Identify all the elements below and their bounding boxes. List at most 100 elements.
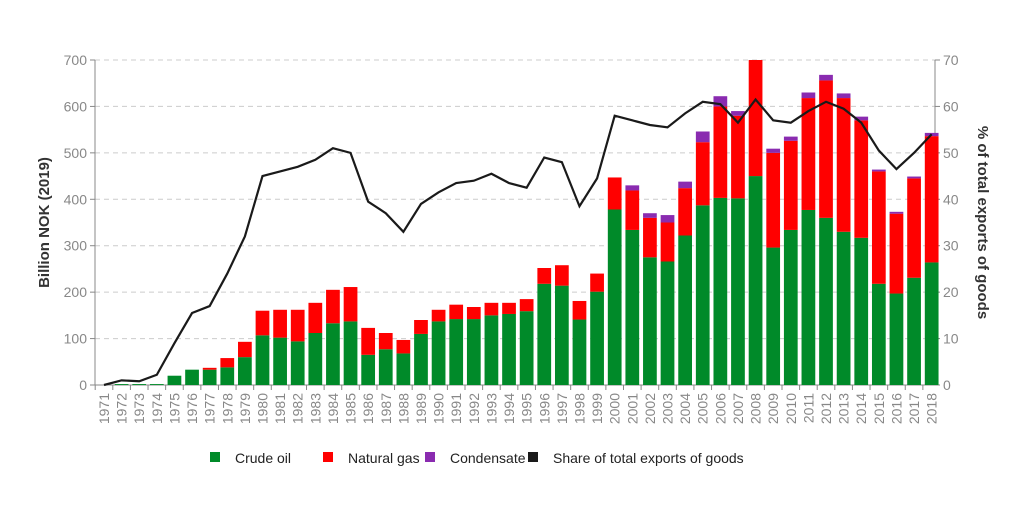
bar-natural-gas bbox=[854, 120, 869, 238]
bar-natural-gas bbox=[502, 302, 516, 314]
left-tick-label: 400 bbox=[64, 191, 88, 207]
bar-crude-oil bbox=[202, 369, 217, 385]
x-tick-label: 1984 bbox=[325, 393, 341, 424]
bar-crude-oil bbox=[431, 321, 446, 385]
bar-condensate bbox=[854, 116, 869, 121]
bar-crude-oil bbox=[660, 261, 675, 385]
bar-crude-oil bbox=[185, 369, 199, 385]
left-tick-label: 300 bbox=[64, 238, 88, 254]
x-tick-label: 1999 bbox=[589, 393, 605, 424]
bar-natural-gas bbox=[889, 213, 904, 294]
bar-natural-gas bbox=[713, 106, 728, 198]
bar-natural-gas bbox=[871, 171, 886, 284]
bar-crude-oil bbox=[378, 349, 393, 385]
bar-natural-gas bbox=[537, 268, 552, 284]
x-tick-label: 1990 bbox=[431, 393, 447, 424]
legend-swatch bbox=[425, 452, 435, 462]
bar-condensate bbox=[695, 131, 710, 143]
bar-condensate bbox=[625, 185, 640, 191]
bar-natural-gas bbox=[466, 307, 481, 320]
bar-natural-gas bbox=[202, 367, 217, 370]
x-tick-label: 1975 bbox=[166, 393, 182, 424]
bar-condensate bbox=[836, 93, 851, 99]
bar-crude-oil bbox=[396, 353, 411, 385]
bar-natural-gas bbox=[907, 178, 921, 278]
bar-natural-gas bbox=[273, 309, 287, 338]
bar-crude-oil bbox=[149, 384, 164, 385]
left-tick-label: 0 bbox=[79, 377, 87, 393]
bar-condensate bbox=[643, 213, 657, 218]
left-tick-label: 100 bbox=[64, 331, 88, 347]
bar-natural-gas bbox=[326, 289, 340, 324]
bar-condensate bbox=[819, 74, 833, 81]
bar-condensate bbox=[907, 176, 921, 179]
bar-natural-gas bbox=[343, 287, 358, 322]
x-tick-label: 1981 bbox=[272, 393, 288, 424]
x-tick-label: 1987 bbox=[378, 393, 394, 424]
x-tick-label: 2001 bbox=[624, 393, 640, 424]
x-tick-label: 1991 bbox=[448, 393, 464, 424]
bar-natural-gas bbox=[378, 333, 393, 350]
bar-natural-gas bbox=[678, 188, 692, 236]
right-tick-label: 60 bbox=[943, 98, 959, 114]
x-tick-label: 1993 bbox=[483, 393, 499, 424]
bar-natural-gas bbox=[748, 60, 763, 177]
x-tick-label: 1976 bbox=[184, 393, 200, 424]
x-tick-label: 2011 bbox=[800, 393, 816, 423]
line-share-of-exports bbox=[103, 97, 933, 387]
bar-crude-oil bbox=[695, 205, 710, 385]
right-tick-label: 70 bbox=[943, 52, 959, 68]
bar-crude-oil bbox=[361, 354, 376, 385]
bar-crude-oil bbox=[572, 319, 587, 385]
x-tick-label: 1972 bbox=[114, 393, 130, 424]
x-tick-label: 1977 bbox=[202, 393, 218, 424]
x-tick-label: 2000 bbox=[607, 393, 623, 424]
x-tick-label: 1988 bbox=[395, 393, 411, 424]
bar-crude-oil bbox=[643, 257, 657, 385]
bar-crude-oil bbox=[590, 291, 604, 385]
x-tick-label: 2010 bbox=[783, 393, 799, 424]
x-tick-label: 2016 bbox=[888, 393, 904, 424]
bar-natural-gas bbox=[731, 115, 745, 199]
x-tick-label: 1978 bbox=[219, 393, 235, 424]
x-tick-label: 2013 bbox=[836, 393, 852, 424]
bar-condensate bbox=[783, 136, 798, 141]
bar-natural-gas bbox=[695, 142, 710, 206]
bar-natural-gas bbox=[484, 302, 499, 316]
bar-natural-gas bbox=[396, 339, 411, 354]
x-tick-label: 1995 bbox=[519, 393, 535, 424]
right-tick-label: 40 bbox=[943, 191, 959, 207]
bar-natural-gas bbox=[220, 358, 235, 368]
x-tick-label: 1986 bbox=[360, 393, 376, 424]
x-tick-label: 1996 bbox=[536, 393, 552, 424]
bar-crude-oil bbox=[308, 333, 323, 385]
x-tick-label: 2014 bbox=[853, 393, 869, 424]
y-axis-label: Billion NOK (2019) bbox=[36, 157, 53, 288]
bar-natural-gas bbox=[819, 80, 833, 218]
x-tick-label: 2002 bbox=[642, 393, 658, 424]
legend-label: Natural gas bbox=[348, 450, 420, 466]
bar-crude-oil bbox=[783, 229, 798, 385]
x-tick-label: 1971 bbox=[96, 393, 112, 424]
bar-crude-oil bbox=[871, 283, 886, 385]
bar-condensate bbox=[660, 215, 675, 223]
x-tick-label: 2003 bbox=[660, 393, 676, 424]
x-tick-label: 2004 bbox=[677, 393, 693, 424]
x-tick-label: 1998 bbox=[571, 393, 587, 424]
x-tick-label: 1982 bbox=[290, 393, 306, 424]
x-tick-label: 2017 bbox=[906, 393, 922, 424]
bar-natural-gas bbox=[238, 341, 252, 358]
bar-crude-oil bbox=[924, 262, 939, 385]
x-tick-label: 1997 bbox=[554, 393, 570, 424]
bar-crude-oil bbox=[238, 357, 252, 385]
x-tick-label: 2005 bbox=[695, 393, 711, 424]
bar-natural-gas bbox=[414, 320, 428, 334]
bar-crude-oil bbox=[537, 283, 552, 385]
bar-natural-gas bbox=[554, 265, 569, 286]
bar-condensate bbox=[713, 96, 728, 107]
bar-natural-gas bbox=[590, 273, 604, 292]
bar-crude-oil bbox=[748, 176, 763, 385]
bar-crude-oil bbox=[220, 367, 235, 385]
